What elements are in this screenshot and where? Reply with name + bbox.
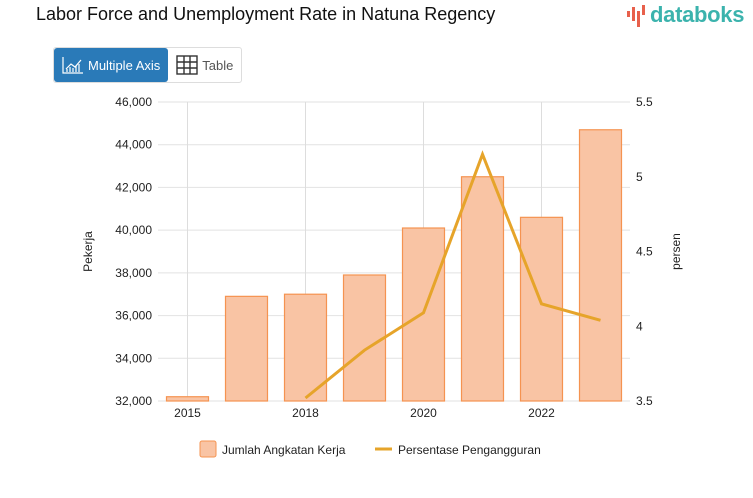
- y-left-tick-label: 46,000: [115, 95, 152, 109]
- y-right-axis-label: persen: [669, 233, 683, 270]
- databoks-logo: databoks: [626, 2, 744, 28]
- y-right-tick-label: 5.5: [636, 95, 653, 109]
- tab-label: Table: [202, 57, 234, 73]
- bar-2015: [165, 396, 210, 402]
- y-left-tick-label: 44,000: [115, 138, 152, 152]
- tab-label: Multiple Axis: [88, 57, 161, 73]
- tab-table[interactable]: Table: [168, 48, 241, 82]
- line-series: [304, 150, 601, 400]
- y-right-tick-label: 4.5: [636, 245, 653, 259]
- tab-multiple-axis[interactable]: Multiple Axis: [54, 48, 169, 82]
- view-tabs: Multiple Axis Table: [53, 47, 243, 83]
- bar-2020: [401, 227, 446, 402]
- y-left-tick-label: 38,000: [115, 266, 152, 280]
- y-right-tick-label: 4: [636, 319, 643, 333]
- bar-2023: [578, 129, 623, 402]
- table-icon: [176, 55, 198, 75]
- logo-text: databoks: [650, 2, 745, 27]
- legend-label: Jumlah Angkatan Kerja: [222, 443, 346, 457]
- y-right-tick-label: 5: [636, 170, 643, 184]
- y-left-tick-label: 42,000: [115, 180, 152, 194]
- bar-2022: [519, 216, 564, 402]
- bar-2019: [342, 274, 387, 402]
- legend-label: Persentase Pengangguran: [398, 443, 541, 457]
- x-tick-label: 2020: [410, 406, 437, 420]
- x-tick-label: 2022: [528, 406, 555, 420]
- y-left-axis-label: Pekerja: [81, 231, 95, 272]
- y-left-tick-label: 32,000: [115, 394, 152, 408]
- bar-2021: [460, 176, 505, 402]
- y-right-tick-label: 3.5: [636, 394, 653, 408]
- y-left-tick-label: 40,000: [115, 223, 152, 237]
- x-tick-label: 2018: [292, 406, 319, 420]
- legend-bar-swatch: [199, 440, 217, 458]
- page-title: Labor Force and Unemployment Rate in Nat…: [36, 4, 496, 24]
- y-left-tick-label: 34,000: [115, 351, 152, 365]
- x-tick-label: 2015: [174, 406, 201, 420]
- bar-2018: [283, 293, 328, 402]
- chart-icon: [62, 57, 83, 74]
- y-left-tick-label: 36,000: [115, 309, 152, 323]
- bar-2017: [224, 295, 269, 402]
- logo-mark-icon: [627, 5, 645, 27]
